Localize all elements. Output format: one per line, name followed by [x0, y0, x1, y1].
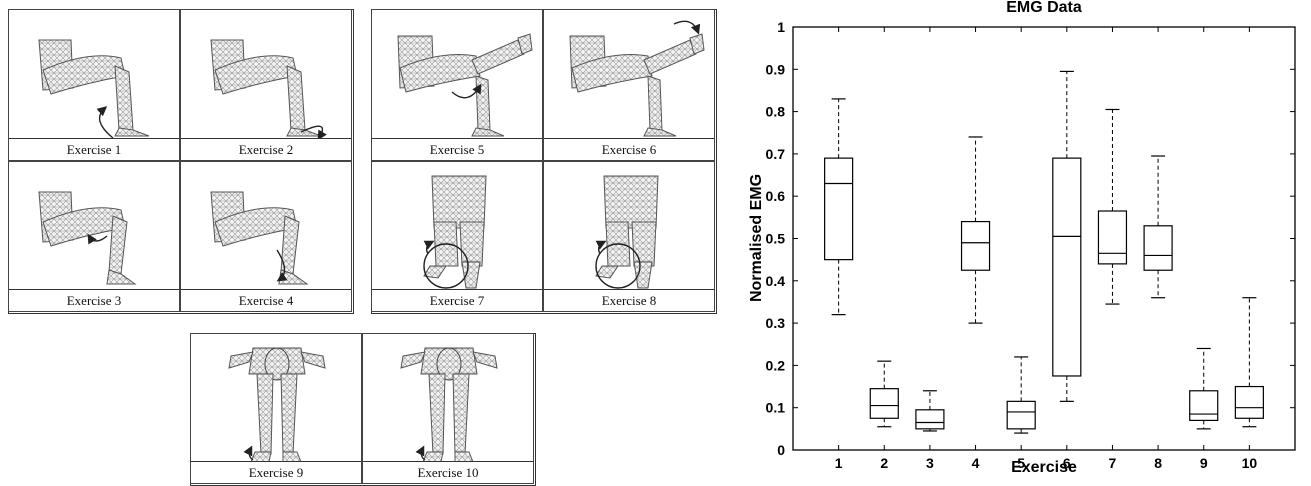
y-tick-label: 0.1: [766, 400, 786, 416]
emg-boxplot-chart: EMG Data Normalised EMG Exercise 0 0.1 0.2…: [748, 0, 1296, 476]
exercise-label: Exercise 7: [372, 289, 542, 311]
box-iqr: [1234, 385, 1264, 419]
exercise-panel: Exercise 3: [8, 161, 180, 312]
leg-model-illustration: [38, 39, 150, 139]
leg-model-illustration: [210, 39, 327, 141]
y-tick-label: 0.3: [766, 315, 786, 331]
mesh-figure: [397, 33, 533, 137]
box-iqr: [1097, 210, 1128, 265]
y-tick-label: 0.7: [766, 146, 786, 162]
leg-model-illustration: [400, 347, 498, 463]
exercise-panel: Exercise 7: [371, 161, 543, 312]
x-tick-label: 2: [880, 455, 888, 471]
exercise-label: Exercise 6: [544, 138, 714, 160]
box-iqr: [1006, 400, 1036, 430]
y-tick-label: 0.6: [766, 188, 786, 204]
exercise-panel: Exercise 6: [543, 9, 715, 161]
mesh-figure: [595, 175, 659, 289]
mesh-figure: [210, 191, 309, 285]
exercise-label: Exercise 10: [363, 461, 533, 483]
leg-model-illustration: [397, 33, 533, 137]
mesh-figure: [210, 39, 327, 141]
leg-model-illustration: [595, 175, 659, 289]
box-iqr: [869, 388, 899, 419]
exercise-panel: Exercise 2: [180, 9, 352, 161]
x-tick-label: 3: [926, 455, 934, 471]
y-tick-label: 0.2: [766, 357, 786, 373]
leg-model-illustration: [228, 347, 326, 463]
x-tick-label: 8: [1154, 455, 1162, 471]
exercise-panel: Exercise 9: [190, 333, 362, 484]
exercise-label: Exercise 1: [9, 138, 179, 160]
mesh-figure: [569, 20, 705, 137]
leg-model-illustration: [569, 20, 705, 137]
exercise-label: Exercise 3: [9, 289, 179, 311]
plot-area-frame: [792, 26, 1296, 451]
box-iqr: [1052, 157, 1082, 377]
x-tick-label: 9: [1200, 455, 1208, 471]
exercise-panel: Exercise 8: [543, 161, 715, 312]
box-iqr: [915, 409, 945, 430]
exercise-panel: Exercise 5: [371, 9, 543, 161]
exercise-panel: Exercise 10: [362, 333, 534, 484]
mesh-figure: [423, 175, 487, 289]
mesh-figure: [228, 347, 326, 463]
exercise-label: Exercise 8: [544, 289, 714, 311]
exercise-panel: Exercise 4: [180, 161, 352, 312]
y-axis-label: Normalised EMG: [748, 174, 765, 302]
box-iqr: [960, 220, 991, 271]
leg-model-illustration: [38, 191, 137, 285]
y-tick-label: 0.9: [766, 61, 786, 77]
leg-model-illustration: [210, 191, 309, 285]
exercise-panel: Exercise 1: [8, 9, 180, 161]
x-tick-label: 6: [1063, 455, 1071, 471]
x-tick-label: 4: [972, 455, 980, 471]
mesh-figure: [38, 39, 150, 139]
exercise-label: Exercise 4: [181, 289, 351, 311]
y-tick-label: 1: [777, 19, 785, 35]
x-tick-label: 1: [835, 455, 843, 471]
y-tick-label: 0.8: [766, 104, 786, 120]
box-iqr: [1189, 390, 1219, 421]
x-tick-label: 10: [1242, 455, 1258, 471]
y-tick-label: 0: [777, 442, 785, 458]
exercise-label: Exercise 2: [181, 138, 351, 160]
x-tick-label: 5: [1017, 455, 1025, 471]
box-iqr: [824, 157, 854, 261]
chart-title: EMG Data: [1006, 0, 1082, 16]
y-tick-label: 0.4: [766, 273, 786, 289]
x-axis-label: Exercise: [1011, 459, 1077, 476]
y-tick-label: 0.5: [766, 231, 786, 247]
leg-model-illustration: [423, 175, 487, 289]
mesh-figure: [400, 347, 498, 463]
x-tick-label: 7: [1109, 455, 1117, 471]
exercise-label: Exercise 5: [372, 138, 542, 160]
exercise-label: Exercise 9: [191, 461, 361, 483]
mesh-figure: [38, 191, 137, 285]
box-iqr: [1143, 225, 1173, 271]
